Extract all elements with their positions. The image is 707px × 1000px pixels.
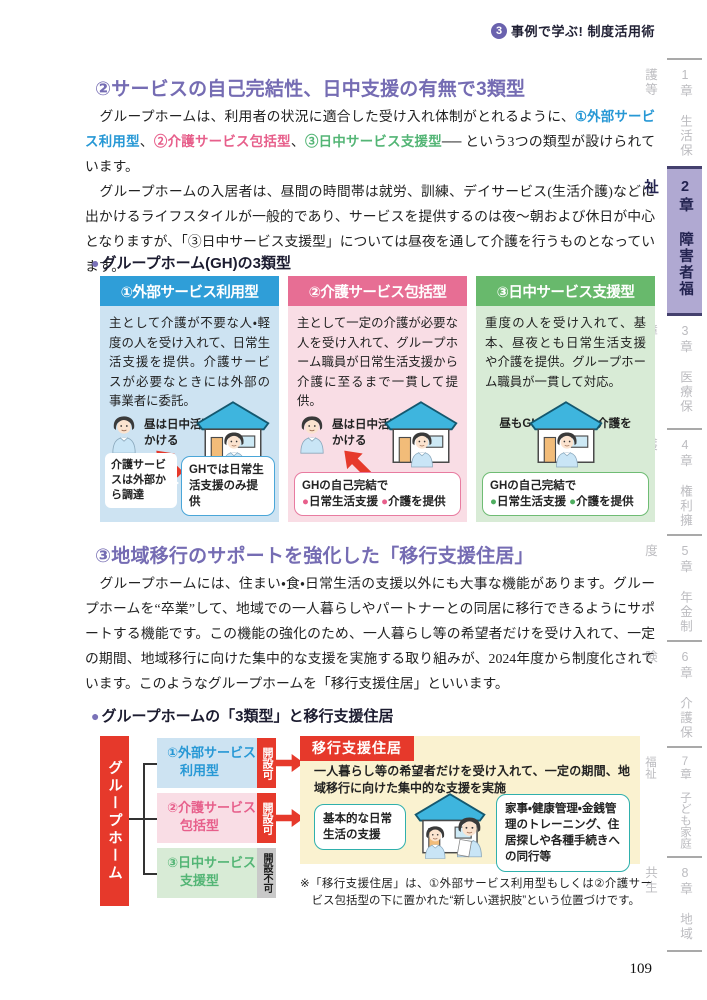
diagram1-heading-text: グループホーム(GH)の3類型: [101, 255, 291, 272]
card3-title: ③日中サービス支援型: [476, 276, 655, 306]
type3-line2: 支援型: [180, 873, 220, 888]
diagram2-footnote: ※「移行支援住居」は、①外部サービス利用型もしくは②介護サービス包括型の下に置か…: [300, 878, 652, 907]
chapter-tab-sidebar: 1章 生活保護等 2章 障害者福祉 3章 医療保障 4章 権利擁護 5章 年金制…: [642, 58, 702, 952]
sidebar-tab-ch7: 7章 子ども家庭福祉: [644, 756, 691, 849]
sidebar-divider: [667, 746, 702, 748]
diagram2-heading: ● グループホームの「3類型」と移行支援住居: [91, 705, 393, 726]
heading-bullet-icon: ●: [91, 255, 100, 271]
group-home-root-bar: グループホーム: [100, 736, 129, 906]
tag-can-open: 開設可: [257, 738, 276, 788]
card-daytime-support-type: ③日中サービス支援型 重度の人を受け入れて、基本、昼夜とも日常生活支援や介護を提…: [476, 276, 655, 522]
para1-intro: グループホームは、利用者の状況に適合した受け入れ体制がとれるように、: [99, 109, 575, 124]
tag-can-open: 開設可: [257, 793, 276, 843]
card2-gh-item1: 日常生活支援: [308, 496, 378, 508]
card1-gh-note: GHでは日常生活支援のみ提供: [181, 456, 275, 516]
connector-line: [143, 763, 157, 765]
type-box-daytime-support: ③日中サービス 支援型: [157, 848, 257, 898]
resident-person-icon: [112, 415, 136, 454]
connector-line: [143, 873, 157, 875]
sidebar-tab-ch8: 8章 地域共生: [643, 866, 692, 942]
card3-body: 重度の人を受け入れて、基本、昼夜とも日常生活支援や介護を提供。グループホーム職員…: [485, 316, 646, 389]
resident-person-icon: [300, 415, 324, 454]
section2-paragraph: グループホームには、住まい・食・日常生活の支援以外にも大事な機能があります。グル…: [85, 576, 655, 691]
card2-gh-item2: 介護を提供: [388, 496, 446, 508]
type3-line1: ③日中サービス: [167, 855, 257, 870]
group-home-house-icon: [529, 401, 602, 468]
para1-separator: 、: [290, 134, 305, 149]
type2-line1: ②介護サービス: [167, 800, 257, 815]
pink-dot-icon: ●: [381, 496, 389, 508]
card2-gh-note: GHの自己完結で ●日常生活支援 ●介護を提供: [294, 472, 461, 516]
sidebar-divider: [667, 58, 702, 60]
card1-body: 主として介護が不要な人・軽度の人を受け入れて、日常生活支援を提供。介護サービスが…: [109, 316, 270, 408]
type2-line2: 包括型: [180, 818, 220, 833]
sidebar-divider: [667, 428, 702, 430]
tag-cannot-open: 開設不可: [257, 848, 276, 898]
pink-dot-icon: ●: [302, 496, 309, 508]
diagram2-heading-text: グループホームの「3類型」と移行支援住居: [101, 708, 394, 725]
sidebar-tab-ch5: 5章 年金制度: [643, 544, 692, 634]
diagram1-heading: ● グループホーム(GH)の3類型: [91, 252, 291, 273]
card2-gh-line1: GHの自己完結で: [302, 480, 389, 492]
basic-support-bubble: 基本的な日常生活の支援: [314, 804, 406, 850]
group-home-house-icon: [384, 401, 458, 468]
section1-paragraph1: グループホームは、利用者の状況に適合した受け入れ体制がとれるように、①外部サービ…: [85, 104, 655, 179]
type-box-external-service: ①外部サービス 利用型: [157, 738, 257, 788]
type1-line2: 利用型: [180, 763, 220, 778]
card3-gh-line1: GHの自己完結で: [490, 480, 577, 492]
heading-bullet-icon: ●: [91, 708, 100, 724]
card1-speech-bubble: 介護サービスは外部から調達: [105, 453, 179, 508]
para1-separator: 、: [139, 134, 154, 149]
green-dot-icon: ●: [490, 496, 497, 508]
para1-type1-external-service: ①外部サービス利用型: [85, 109, 656, 149]
page-header: 3 事例で学ぶ! 制度活用術: [491, 21, 655, 40]
card3-gh-item1: 日常生活支援: [496, 496, 566, 508]
card2-body: 主として一定の介護が必要な人を受け入れて、グループホーム職員が日常生活支援から介…: [297, 316, 458, 408]
section1-title: ②サービスの自己完結性、日中支援の有無で3類型: [95, 79, 526, 100]
para1-outro: ── という3つの類型が設けられています。: [85, 134, 656, 174]
connector-line: [129, 818, 157, 820]
gh-type-cards: ①外部サービス利用型 主として介護が不要な人・軽度の人を受け入れて、日常生活支援…: [100, 276, 655, 522]
training-support-bubble: 家事・健康管理・金銭管理のトレーニング、住居探しや各種手続きへの同行等: [496, 794, 630, 872]
card1-title: ①外部サービス利用型: [100, 276, 279, 306]
transition-residence-title: 移行支援住居: [300, 736, 414, 761]
card3-gh-item2: 介護を提供: [576, 496, 634, 508]
card3-gh-note: GHの自己完結で ●日常生活支援 ●介護を提供: [482, 472, 649, 516]
transition-residence-desc: 一人暮らし等の希望者だけを受け入れて、一定の期間、地域移行に向けた集中的な支援を…: [314, 764, 630, 795]
section-number-badge: 3: [491, 22, 508, 39]
sidebar-tab-ch2-active: 2章 障害者福祉: [642, 166, 702, 316]
sidebar-divider: [667, 640, 702, 642]
type-box-care-package: ②介護サービス 包括型: [157, 793, 257, 843]
page-header-title: 事例で学ぶ! 制度活用術: [511, 24, 655, 39]
type1-line1: ①外部サービス: [167, 745, 257, 760]
sidebar-tab-ch6: 6章 介護保険: [643, 650, 692, 740]
sidebar-tab-ch4: 4章 権利擁護: [643, 438, 692, 528]
house-with-staff-illustration: [414, 793, 486, 859]
section1-paragraph2: グループホームの入居者は、昼間の時間帯は就労、訓練、デイサービス(生活介護)など…: [85, 184, 655, 274]
sidebar-tab-ch3: 3章 医療保障: [643, 324, 692, 414]
para1-type2-care-package: ②介護サービス包括型: [153, 134, 291, 149]
gh-transition-diagram: グループホーム ①外部サービス 利用型 ②介護サービス 包括型 ③日中サービス …: [85, 730, 655, 910]
card-care-package-type: ②介護サービス包括型 主として一定の介護が必要な人を受け入れて、グループホーム職…: [288, 276, 467, 522]
section2-title: ③地域移行のサポートを強化した「移行支援住居」: [95, 546, 534, 567]
card2-title: ②介護サービス包括型: [288, 276, 467, 306]
sidebar-divider: [667, 950, 702, 952]
para1-type3-daytime-support: ③日中サービス支援型: [304, 134, 442, 149]
sidebar-divider: [667, 534, 702, 536]
page-number: 109: [629, 961, 653, 977]
card-external-service-type: ①外部サービス利用型 主として介護が不要な人・軽度の人を受け入れて、日常生活支援…: [100, 276, 279, 522]
sidebar-divider: [667, 856, 702, 858]
main-content: ②サービスの自己完結性、日中支援の有無で3類型 グループホームは、利用者の状況に…: [85, 0, 655, 1000]
green-dot-icon: ●: [569, 496, 577, 508]
sidebar-tab-ch1: 1章 生活保護等: [643, 68, 692, 158]
transition-residence-box: 移行支援住居 一人暮らし等の希望者だけを受け入れて、一定の期間、地域移行に向けた…: [300, 736, 640, 872]
